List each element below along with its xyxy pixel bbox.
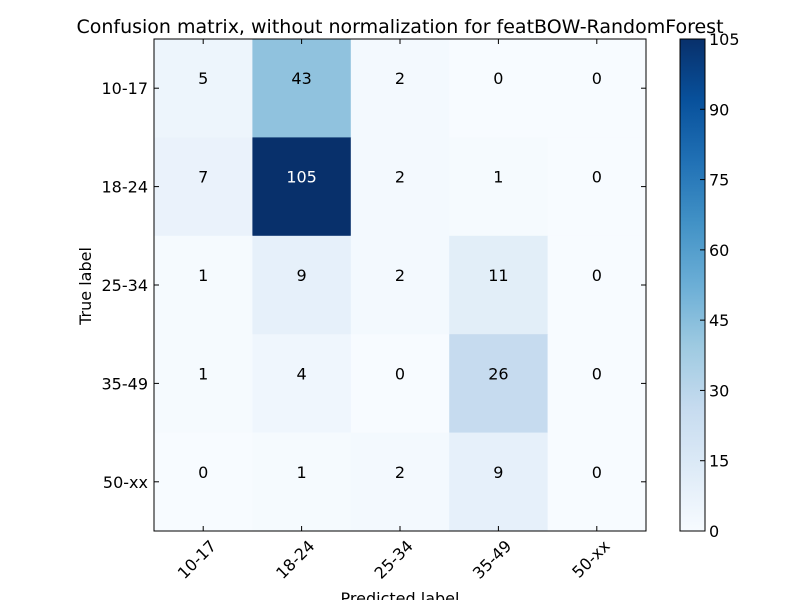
y-tick-label: 50-xx — [103, 473, 148, 492]
cell-value-label: 11 — [488, 266, 508, 285]
colorbar — [679, 38, 706, 532]
x-axis-title: Predicted label — [341, 589, 460, 600]
heatmap-cell — [350, 235, 450, 335]
heatmap-cell — [547, 235, 647, 335]
cell-value-label: 2 — [395, 69, 405, 88]
heatmap-cell — [547, 39, 647, 138]
heatmap-cell — [154, 137, 253, 237]
heatmap-cell — [547, 137, 647, 237]
y-axis-title: True label — [76, 247, 95, 326]
x-tick-label: 35-49 — [469, 536, 515, 582]
chart-title: Confusion matrix, without normalization … — [76, 16, 723, 38]
colorbar-tick-label: 60 — [709, 241, 729, 260]
heatmap-cell — [252, 432, 352, 532]
colorbar-ticks: 0 15 30 45 60 75 90 105 — [700, 30, 740, 541]
heatmap-cell — [547, 432, 647, 532]
cell-value-label: 2 — [395, 266, 405, 285]
colorbar-tick-label: 90 — [709, 100, 729, 119]
heatmap-cell — [154, 432, 253, 532]
cell-value-label: 0 — [395, 364, 405, 383]
heatmap-cell — [449, 137, 549, 237]
cell-value-label: 4 — [297, 364, 307, 383]
cell-value-label: 0 — [592, 266, 602, 285]
heatmap-cell — [154, 235, 253, 335]
cell-value-label: 2 — [395, 168, 405, 187]
heatmap-cell — [449, 432, 549, 532]
heatmap-cell — [350, 137, 450, 237]
cell-value-label: 26 — [488, 364, 508, 383]
y-tick-label: 35-49 — [102, 374, 149, 393]
cell-value-label: 2 — [395, 463, 405, 482]
cell-value-label: 9 — [493, 463, 503, 482]
heatmap-cell — [154, 39, 253, 138]
heatmap-cell — [547, 334, 647, 434]
y-tick-label: 25-34 — [102, 276, 149, 295]
heatmap-cell — [252, 39, 352, 138]
cell-value-label: 1 — [198, 266, 208, 285]
cell-value-label: 105 — [286, 168, 317, 187]
heatmap-cells — [154, 39, 647, 532]
x-tick-label: 25-34 — [371, 536, 417, 582]
cell-value-label: 0 — [592, 168, 602, 187]
x-tick-label: 18-24 — [272, 536, 318, 582]
cell-value-label: 1 — [297, 463, 307, 482]
heatmap-cell — [252, 235, 352, 335]
cell-value-label: 0 — [493, 69, 503, 88]
colorbar-tick-label: 15 — [709, 452, 729, 471]
colorbar-tick-label: 30 — [709, 381, 729, 400]
heatmap-cell — [350, 39, 450, 138]
y-tick-label: 18-24 — [102, 178, 149, 197]
colorbar-tick-label: 45 — [709, 311, 729, 330]
heatmap-cell-values: 5 43 2 0 0 7 105 2 1 0 1 9 2 11 0 1 4 0 26 0 0 1 2 9 0 — [198, 69, 602, 482]
heatmap-cell — [252, 334, 352, 434]
cell-value-label: 0 — [198, 463, 208, 482]
heatmap-cell — [350, 334, 450, 434]
heatmap-cell — [449, 39, 549, 138]
cell-value-label: 43 — [291, 69, 311, 88]
heatmap-cell — [252, 137, 352, 237]
colorbar-tick-label: 75 — [709, 171, 729, 190]
heatmap-cell — [350, 432, 450, 532]
x-tick-label: 10-17 — [174, 536, 220, 582]
y-tick-label: 10-17 — [102, 79, 149, 98]
cell-value-label: 0 — [592, 463, 602, 482]
cell-value-label: 1 — [198, 364, 208, 383]
heatmap-cell — [449, 235, 549, 335]
x-tick-label: 50-xx — [568, 536, 613, 581]
cell-value-label: 0 — [592, 69, 602, 88]
heatmap-cell — [449, 334, 549, 434]
cell-value-label: 0 — [592, 364, 602, 383]
cell-value-label: 5 — [198, 69, 208, 88]
cell-value-label: 9 — [297, 266, 307, 285]
colorbar-tick-label: 105 — [709, 30, 740, 49]
heatmap-cell — [154, 334, 253, 434]
colorbar-tick-label: 0 — [709, 522, 719, 541]
cell-value-label: 7 — [198, 168, 208, 187]
cell-value-label: 1 — [493, 168, 503, 187]
